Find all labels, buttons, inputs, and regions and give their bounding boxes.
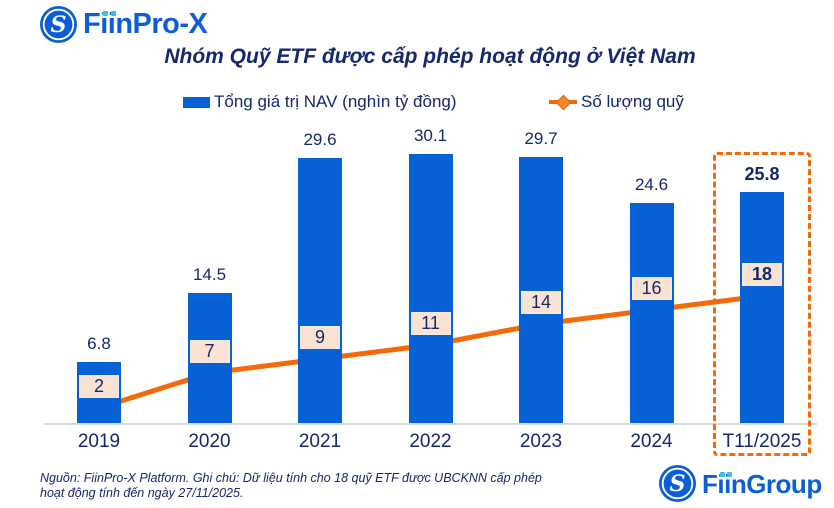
chart-title: Nhóm Quỹ ETF được cấp phép hoạt động ở V… — [164, 45, 696, 68]
bar-value-label: 14.5 — [192, 265, 227, 285]
fiingroup-logo-icon: S — [659, 465, 696, 502]
bar-value-label: 25.8 — [744, 164, 780, 185]
fund-count-label: 2 — [79, 375, 119, 398]
nav-bar — [740, 192, 784, 423]
fund-count-label: 7 — [189, 340, 230, 363]
fiingroup-logo-text: FiinGroup — [702, 468, 822, 499]
nav-legend-swatch — [183, 96, 210, 108]
bar-value-label: 30.1 — [413, 125, 448, 145]
legend-item-nav: Tổng giá trị NAV (nghìn tỷ đồng) — [183, 91, 457, 113]
highlight-period-box — [713, 152, 811, 456]
count-legend-label: Số lượng quỹ — [581, 92, 684, 111]
fiinpro-monogram: S — [50, 12, 66, 38]
x-axis-label: 2024 — [630, 431, 673, 452]
legend-item-count: Số lượng quỹ — [549, 91, 684, 113]
x-axis-label: T11/2025 — [722, 431, 802, 452]
count-legend-swatch — [549, 94, 577, 111]
x-axis-label: 2022 — [409, 431, 452, 452]
fund-count-label: 16 — [631, 277, 672, 300]
x-axis-label: 2020 — [188, 431, 231, 452]
bar-value-label: 24.6 — [634, 174, 669, 194]
fiingroup-logo: S FiinGroup — [659, 465, 822, 502]
nav-bar — [629, 202, 674, 423]
logo-i-dot — [727, 471, 732, 477]
logo-i-dot — [111, 11, 116, 16]
fund-count-label: 18 — [742, 263, 782, 286]
bar-value-label: 6.8 — [87, 334, 111, 354]
footnote-line-1: Nguồn: FiinPro-X Platform. Ghi chú: Dữ l… — [40, 471, 542, 485]
fiinpro-x-logo-icon: S — [40, 6, 77, 43]
nav-bar — [408, 153, 453, 423]
fund-count-label: 14 — [521, 291, 561, 314]
nav-bar — [298, 158, 342, 423]
source-footnote: Nguồn: FiinPro-X Platform. Ghi chú: Dữ l… — [40, 471, 542, 502]
x-axis-label: 2023 — [519, 431, 563, 452]
fiingroup-monogram: S — [669, 471, 685, 497]
logo-i-dot — [720, 471, 725, 477]
x-axis-line — [44, 423, 817, 425]
x-axis-label: 2019 — [77, 431, 121, 452]
bar-value-label: 29.6 — [303, 130, 337, 150]
bar-value-label: 29.7 — [524, 129, 558, 149]
footnote-line-2: hoạt động tính đến ngày 27/11/2025. — [40, 486, 244, 501]
x-axis-label: 2021 — [298, 431, 342, 452]
nav-bar — [519, 157, 563, 423]
nav-legend-label: Tổng giá trị NAV (nghìn tỷ đồng) — [214, 92, 457, 111]
fiinpro-x-logo-text: FiinPro-X — [83, 8, 208, 40]
logo-i-dot — [103, 11, 108, 16]
fund-count-label: 11 — [410, 312, 451, 335]
fiinpro-x-logo: S FiinPro-X — [40, 6, 208, 43]
fund-count-label: 9 — [300, 326, 340, 349]
